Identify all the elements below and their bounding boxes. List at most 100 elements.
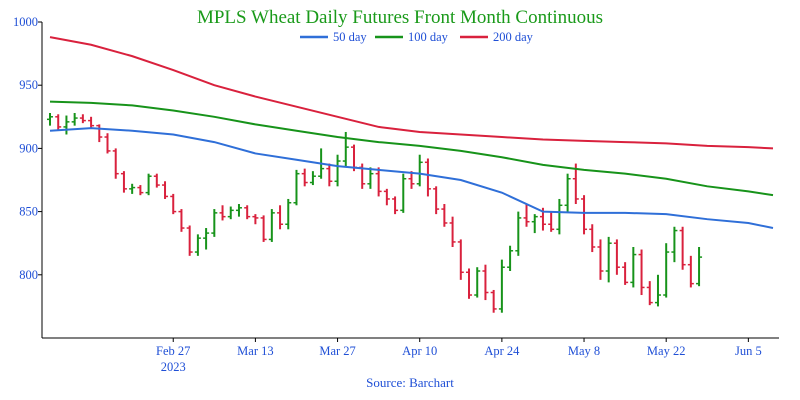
ohlc-bar [589,224,596,253]
legend-label: 100 day [408,30,449,44]
y-tick-label: 900 [19,141,38,155]
ohlc-bar [301,168,308,187]
ohlc-bar [515,211,522,256]
ohlc-bar [416,154,423,187]
ohlc-bar [663,243,670,298]
ohlc-bar [638,249,645,296]
ohlc-bar [244,205,251,220]
axes: 800 850 900 950 1000 Feb 27 2023 Mar 13 Mar 27 Ap… [13,15,779,374]
x-tick-label: Mar 27 [319,344,355,358]
ohlc-bar [433,186,440,215]
ohlc-bar [277,205,284,230]
ohlc-bar [687,255,694,288]
x-tick-label: Mar 13 [237,344,273,358]
legend-item: 100 day [375,30,449,44]
ohlc-bar [104,133,111,154]
moving-average-lines [49,36,774,230]
ohlc-bar [630,246,637,288]
ohlc-bar [671,226,678,263]
ohlc-bar [696,246,703,287]
ohlc-bar [334,154,341,187]
ohlc-bar [203,228,210,250]
ohlc-bar [285,198,292,230]
y-tick-label: 950 [19,78,38,92]
x-tick-label: May 22 [647,344,686,358]
ohlc-bar [400,173,407,213]
ohlc-bar [556,198,563,235]
ohlc-bar [88,116,95,129]
ohlc-bar [260,215,267,242]
ohlc-bar [474,267,481,298]
ohlc-bar [457,239,464,280]
ohlc-bar [466,268,473,299]
ohlc-bar [646,281,653,306]
ohlc-bar [375,167,382,197]
ohlc-bar [47,113,53,126]
ohlc-bar [227,206,234,220]
ohlc-bar [490,289,497,313]
ohlc-bar [654,274,661,307]
ohlc-bar [597,239,604,280]
ohlc-bar [252,214,259,225]
x-tick-label: Apr 24 [484,344,520,358]
ohlc-bar [153,173,160,188]
ohlc-bar [137,185,144,196]
ohlc-bar [79,114,86,124]
ohlc-bar [605,236,612,283]
ohlc-bar [383,188,390,206]
ohlc-bar [507,245,514,272]
ohlc-bar [170,193,177,215]
ohlc-bar [613,239,620,275]
series-line-200-day [49,36,774,150]
legend-item: 200 day [460,30,534,44]
ohlc-bar [498,259,505,313]
legend-label: 50 day [333,30,367,44]
ohlc-bar [441,204,448,227]
ohlc-bars [47,113,703,313]
ohlc-bar [129,183,136,194]
ohlc-bar [235,204,242,217]
ohlc-bar [392,196,399,215]
ohlc-bar [408,171,415,189]
ohlc-bar [186,225,193,256]
ohlc-bar [96,124,103,143]
ohlc-bar [531,214,538,234]
source-label: Source: Barchart [366,375,454,390]
ohlc-bar [523,204,530,227]
ohlc-bar [178,209,185,232]
y-tick-label: 1000 [13,15,38,29]
ohlc-bar [572,163,579,205]
ohlc-bar [548,211,555,232]
y-tick-label: 850 [19,205,38,219]
ohlc-bar [268,209,275,242]
ohlc-bar [71,113,78,126]
ohlc-bar [482,264,489,301]
legend: 50 day 100 day 200 day [300,30,534,44]
x-tick-label: Feb 27 [156,344,190,358]
y-tick-label: 800 [19,268,38,282]
ohlc-bar [449,216,456,247]
ohlc-bar [293,169,300,206]
x-tick-label: Jun 5 [735,344,762,358]
ohlc-bar [622,262,629,285]
x-tick-year-label: 2023 [161,360,186,374]
legend-item: 50 day [300,30,367,44]
ohlc-bar [326,163,333,187]
ohlc-bar [162,181,169,199]
ohlc-bar [112,148,119,179]
ohlc-bar [309,171,316,186]
ohlc-bar [120,171,127,193]
ohlc-bar [194,234,201,256]
series-line-100-day [49,100,774,197]
ohlc-bar [55,114,62,131]
ohlc-bar [564,173,571,212]
x-tick-label: Apr 10 [402,344,437,358]
ohlc-bar [219,205,226,221]
ohlc-bar [63,115,70,135]
legend-label: 200 day [493,30,534,44]
ohlc-bar [211,209,218,237]
series-line-50-day [49,127,774,230]
ohlc-bar [679,226,686,270]
ohlc-bar [367,167,374,189]
